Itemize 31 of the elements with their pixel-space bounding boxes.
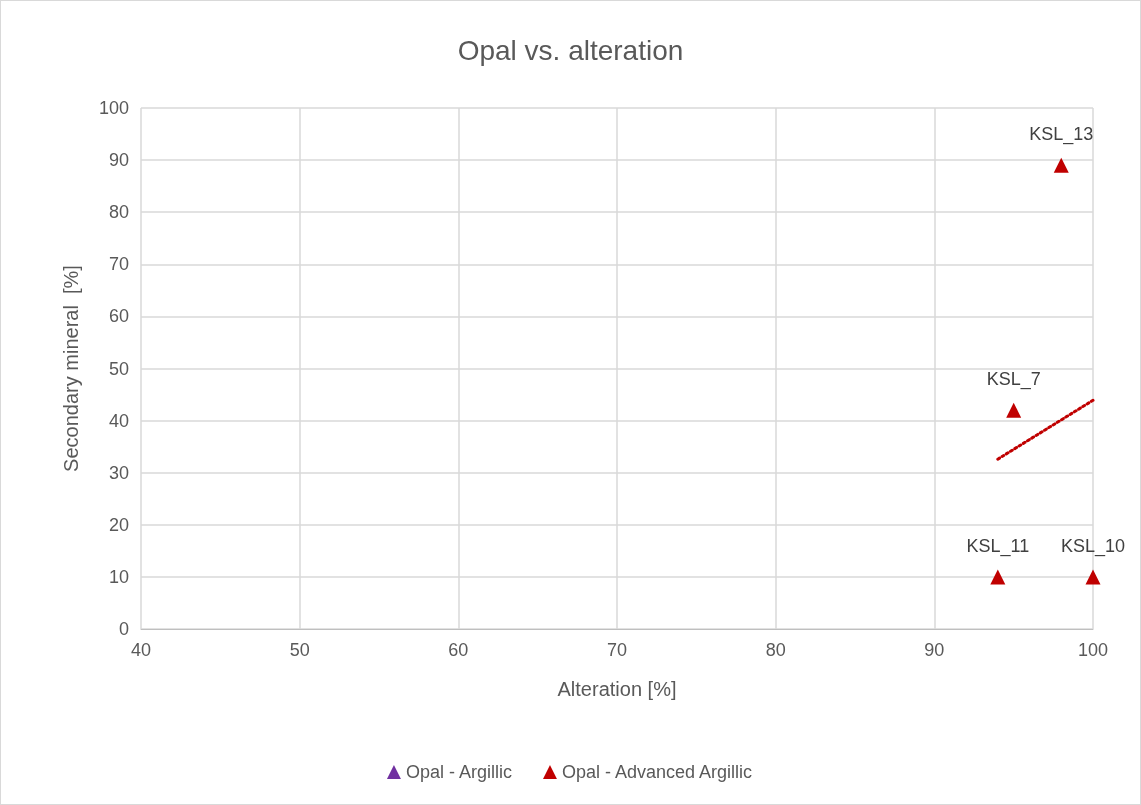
annotation: KSL_10 xyxy=(1060,535,1126,557)
chart-title: Opal vs. alteration xyxy=(457,34,684,66)
x-tick-label: 100 xyxy=(1077,640,1109,660)
x-tick-label: 90 xyxy=(924,640,945,660)
annotation: KSL_13 xyxy=(1029,124,1094,146)
y-tick-label: 80 xyxy=(108,202,129,223)
annotation: KSL_11 xyxy=(966,535,1030,557)
x-tick-label: 50 xyxy=(289,640,310,660)
y-tick-label: 40 xyxy=(108,410,129,431)
x-tick-label: 40 xyxy=(130,640,152,660)
y-tick-label: 100 xyxy=(98,98,129,118)
legend-label: Opal - Advanced Argillic xyxy=(561,762,753,782)
x-tick-label: 70 xyxy=(606,640,628,660)
y-tick-label: 10 xyxy=(108,566,129,587)
x-tick-label: 80 xyxy=(765,640,786,660)
point xyxy=(990,569,1006,585)
x-axis-title: Alteration [%] xyxy=(557,678,677,700)
annotation: KSL_7 xyxy=(986,369,1041,391)
point xyxy=(1006,402,1022,418)
y-tick-label: 90 xyxy=(108,150,129,171)
y-tick-label: 60 xyxy=(108,306,129,327)
x-tick-label: 60 xyxy=(448,640,469,660)
y-tick-label: 30 xyxy=(108,462,129,483)
y-tick-label: 20 xyxy=(108,514,129,535)
point xyxy=(1053,157,1069,173)
y-axis-title: Secondary mineral [%] xyxy=(60,265,82,472)
point xyxy=(1085,569,1101,585)
legend-label: Opal - Argillic xyxy=(405,762,512,782)
y-tick-label: 70 xyxy=(108,254,129,275)
y-tick-label: 50 xyxy=(108,358,129,379)
y-tick-label: 0 xyxy=(118,619,129,639)
